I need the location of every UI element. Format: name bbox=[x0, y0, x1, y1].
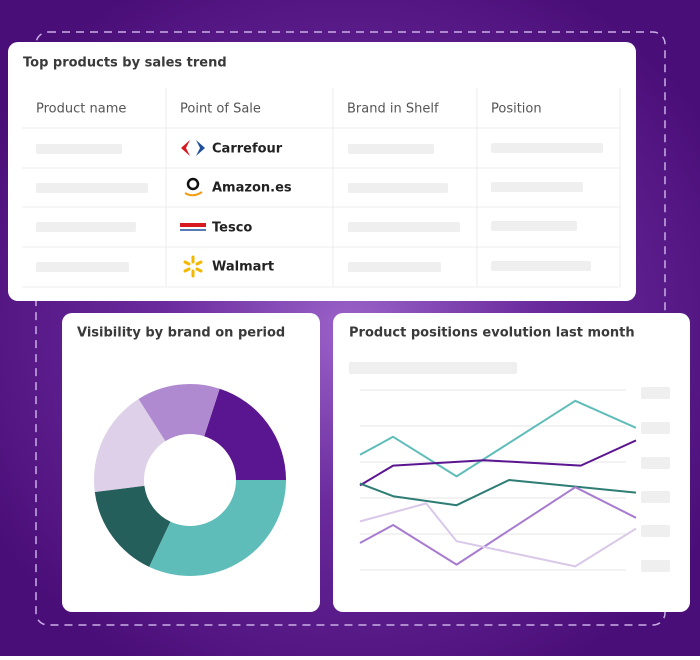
tesco-logo bbox=[180, 223, 206, 231]
donut-slice bbox=[204, 388, 286, 480]
placeholders bbox=[36, 143, 603, 272]
series-line bbox=[359, 399, 637, 478]
series-line bbox=[359, 502, 637, 568]
point-of-sale: Amazon.es bbox=[212, 181, 292, 196]
point-of-sale: Tesco bbox=[212, 221, 252, 236]
series-line bbox=[359, 486, 637, 566]
donut-slice bbox=[94, 485, 171, 567]
table-card bbox=[8, 42, 636, 301]
column-header: Position bbox=[491, 102, 542, 117]
card-title: Top products by sales trend bbox=[23, 56, 227, 71]
point-of-sale: Walmart bbox=[212, 260, 274, 275]
donut-slice bbox=[149, 480, 286, 576]
dashed-frame bbox=[35, 31, 666, 626]
legend-placeholders bbox=[641, 387, 670, 572]
line-chart bbox=[359, 389, 637, 571]
amazon-logo bbox=[184, 177, 203, 197]
series-line bbox=[359, 479, 637, 507]
card-title: Product positions evolution last month bbox=[349, 326, 635, 341]
column-header: Point of Sale bbox=[180, 102, 261, 117]
donut-slice bbox=[94, 398, 166, 493]
donut-chart bbox=[94, 384, 286, 576]
placeholder bbox=[349, 362, 517, 374]
column-header: Brand in Shelf bbox=[347, 102, 439, 117]
card-title: Visibility by brand on period bbox=[77, 326, 285, 341]
series-line bbox=[359, 439, 637, 487]
column-header: Product name bbox=[36, 102, 126, 117]
walmart-logo bbox=[183, 255, 203, 278]
point-of-sale: Carrefour bbox=[212, 142, 283, 157]
donut-slice bbox=[138, 384, 220, 442]
table-grid bbox=[22, 88, 621, 288]
carrefour-logo bbox=[181, 140, 205, 156]
